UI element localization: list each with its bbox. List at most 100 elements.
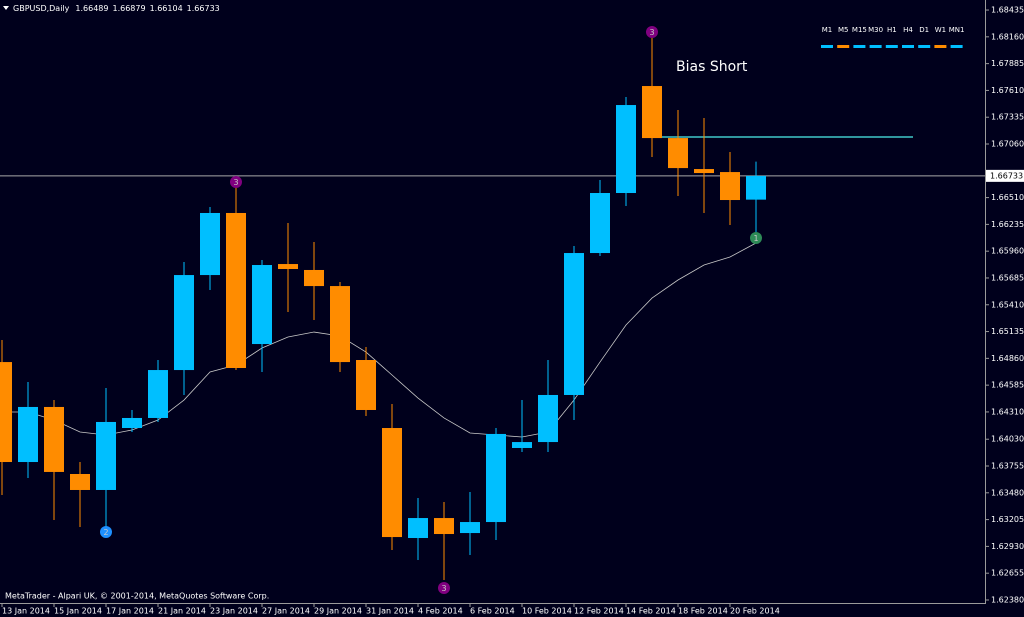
y-tick-label: 1.64030 <box>991 435 1024 444</box>
candle-body <box>746 175 766 200</box>
candle-body <box>356 360 376 410</box>
candle-body <box>434 518 454 535</box>
candle-body <box>304 269 324 287</box>
timeframe-dash <box>837 45 850 48</box>
x-tick-label: 20 Feb 2014 <box>730 607 780 616</box>
candle-body <box>694 169 714 174</box>
timeframe-label: H1 <box>887 26 897 34</box>
x-tick-label: 31 Jan 2014 <box>366 607 414 616</box>
x-tick-label: 13 Jan 2014 <box>2 607 50 616</box>
timeframe-label: MN1 <box>949 26 965 34</box>
x-tick-label: 18 Feb 2014 <box>678 607 728 616</box>
footer: MetaTrader - Alpari UK, © 2001-2014, Met… <box>5 592 269 601</box>
y-tick-label: 1.65135 <box>991 327 1024 336</box>
candle-body <box>382 428 402 538</box>
timeframe-label: M30 <box>868 26 883 34</box>
y-tick-label: 1.64310 <box>991 407 1024 416</box>
candle-body <box>18 406 38 463</box>
y-tick-label: 1.62655 <box>991 569 1024 578</box>
candle-body <box>70 474 90 490</box>
y-tick-label: 1.62930 <box>991 542 1024 551</box>
fractal-marker <box>100 525 112 538</box>
timeframe-dash <box>950 45 963 48</box>
timeframe-label: M15 <box>852 26 867 34</box>
x-tick-label: 27 Jan 2014 <box>262 607 310 616</box>
candle-body <box>460 522 480 534</box>
annotation: Bias Short <box>676 59 748 75</box>
current-price-label: 1.66733 <box>990 171 1023 180</box>
timeframe-label: D1 <box>919 26 929 34</box>
fractal-marker <box>646 26 658 39</box>
header: GBPUSD,Daily 1.66489 1.66879 1.66104 1.66733 <box>13 4 220 13</box>
x-tick-label: 15 Jan 2014 <box>54 607 102 616</box>
candle-body <box>278 264 298 270</box>
candle-body <box>590 193 610 254</box>
header-open: 1.66489 <box>75 4 108 13</box>
timeframe-label: H4 <box>903 26 913 34</box>
y-tick-label: 1.63480 <box>991 488 1024 497</box>
symbol-title: GBPUSD,Daily <box>13 4 70 13</box>
candle-body <box>538 394 558 443</box>
candle-body <box>96 421 116 490</box>
x-tick-label: 10 Feb 2014 <box>522 607 572 616</box>
candle-body <box>486 433 506 523</box>
y-tick-label: 1.65410 <box>991 300 1024 309</box>
timeframe-dash <box>934 45 947 48</box>
timeframe-label: M1 <box>822 26 833 34</box>
candle-body <box>148 370 168 418</box>
header-low: 1.66104 <box>150 4 183 13</box>
y-tick-label: 1.63755 <box>991 462 1024 471</box>
timeframe-dash <box>885 45 898 48</box>
candle-body <box>512 442 532 448</box>
fractal-marker <box>438 581 450 594</box>
fractal-marker <box>230 176 242 189</box>
y-tick-label: 1.68435 <box>991 6 1024 15</box>
fractal-label: 2 <box>103 528 108 537</box>
timeframe-label: M5 <box>838 26 849 34</box>
candle-body <box>564 253 584 395</box>
timeframe-label: W1 <box>935 26 946 34</box>
y-tick-label: 1.67335 <box>991 113 1024 122</box>
moving-average <box>2 242 757 438</box>
y-tick-label: 1.62380 <box>991 595 1024 604</box>
candle-body <box>200 212 220 276</box>
current-price-box <box>986 169 1024 182</box>
candle-body <box>330 286 350 363</box>
candle-body <box>174 275 194 371</box>
x-tick-label: 12 Feb 2014 <box>574 607 624 616</box>
fractal-marker <box>750 232 762 245</box>
candle-body <box>44 406 64 472</box>
candle-body <box>668 138 688 169</box>
timeframe-dash <box>902 45 914 48</box>
header-close: 1.66733 <box>187 4 220 13</box>
y-tick-label: 1.67060 <box>991 140 1024 149</box>
fractal-label: 3 <box>649 28 654 37</box>
x-tick-label: 4 Feb 2014 <box>418 607 463 616</box>
y-tick-label: 1.67885 <box>991 59 1024 68</box>
fractal-label: 3 <box>441 584 446 593</box>
timeframe-dash <box>869 45 882 48</box>
x-tick-label: 14 Feb 2014 <box>626 607 676 616</box>
fractal-label: 3 <box>233 178 238 187</box>
y-tick-label: 1.65685 <box>991 273 1024 282</box>
x-tick-label: 21 Jan 2014 <box>158 607 206 616</box>
candle-body <box>642 86 662 139</box>
header-high: 1.66879 <box>112 4 145 13</box>
y-tick-label: 1.67610 <box>991 86 1024 95</box>
timeframe-dash <box>918 45 931 48</box>
y-tick-label: 1.66235 <box>991 220 1024 229</box>
x-tick-label: 23 Jan 2014 <box>210 607 258 616</box>
menu-icon[interactable] <box>3 6 9 10</box>
candle-body <box>720 172 740 201</box>
candle-body <box>226 212 246 368</box>
candle-body <box>122 417 142 429</box>
y-tick-label: 1.65960 <box>991 247 1024 256</box>
fractal-label: 1 <box>753 234 758 243</box>
timeframe-dash <box>853 45 866 48</box>
x-tick-label: 6 Feb 2014 <box>470 607 515 616</box>
x-tick-label: 17 Jan 2014 <box>106 607 154 616</box>
y-tick-label: 1.68160 <box>991 32 1024 41</box>
candle-body <box>616 105 636 194</box>
